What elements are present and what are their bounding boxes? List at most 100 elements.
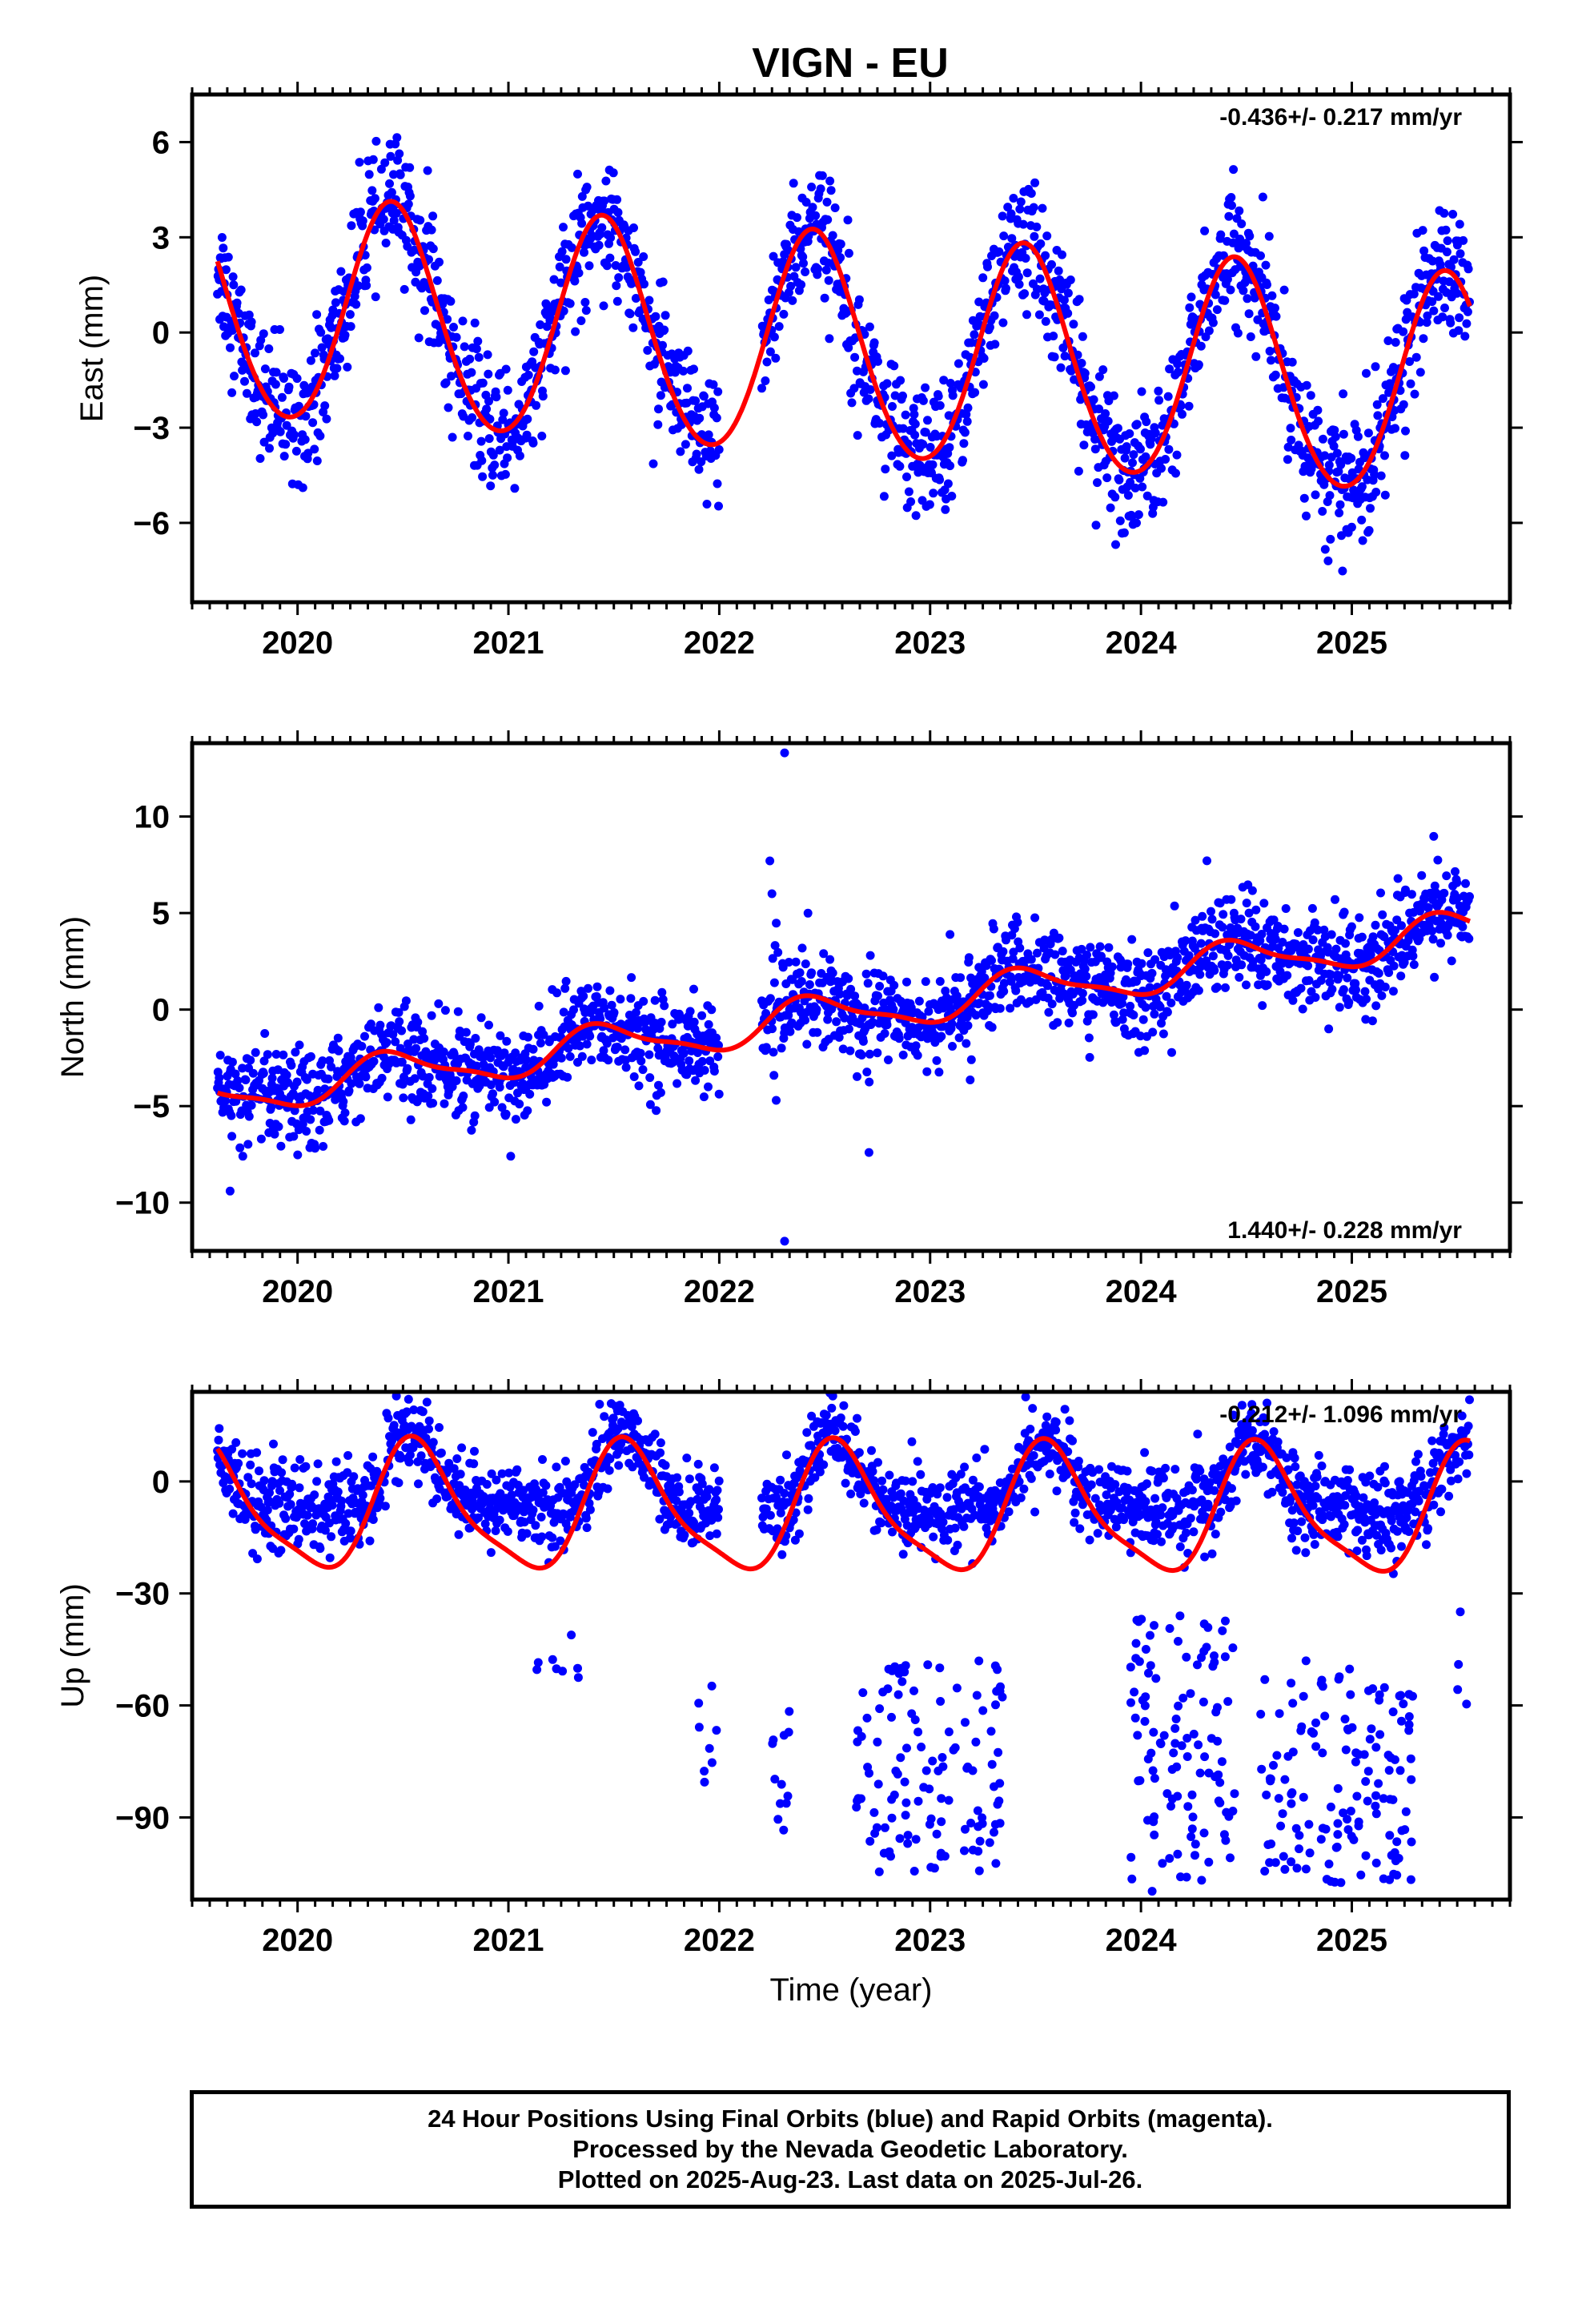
east-data-point <box>223 252 233 262</box>
north-model-curve <box>216 910 1472 1108</box>
up-data-point <box>548 1533 557 1542</box>
east-data-point <box>1066 275 1075 284</box>
east-data-point <box>1380 490 1390 500</box>
north-data-point <box>626 994 636 1003</box>
north-data-point <box>913 1051 922 1060</box>
north-data-point <box>274 1122 283 1132</box>
east-data-point <box>898 391 907 400</box>
east-data-point <box>1000 276 1010 286</box>
east-data-point <box>477 456 487 465</box>
east-data-point <box>644 296 654 305</box>
east-data-point <box>1318 507 1327 516</box>
east-data-point <box>1134 510 1143 520</box>
up-data-point <box>777 1550 787 1559</box>
up-data-point <box>492 1475 501 1485</box>
east-data-point <box>614 273 624 283</box>
north-data-point <box>569 1005 578 1015</box>
north-data-point <box>971 1011 981 1020</box>
east-data-point <box>244 310 254 320</box>
up-data-point <box>470 1446 479 1456</box>
east-data-point <box>364 170 374 179</box>
up-data-point <box>765 1510 775 1520</box>
east-data-point <box>689 364 698 374</box>
east-data-point <box>601 176 611 186</box>
east-data-point <box>929 489 938 498</box>
east-data-point <box>793 213 801 223</box>
north-data-point <box>270 1129 279 1139</box>
up-data-point <box>325 1553 335 1562</box>
up-data-point <box>277 1468 287 1478</box>
east-data-point <box>335 354 344 364</box>
east-y-tick-label: 3 <box>152 220 170 255</box>
east-data-point <box>1111 540 1120 549</box>
east-data-point <box>683 384 692 393</box>
north-data-point <box>1104 943 1114 952</box>
north-data-point <box>366 1019 375 1029</box>
east-data-point <box>501 364 511 374</box>
north-data-point <box>1262 967 1271 976</box>
up-data-point <box>815 1467 825 1477</box>
east-data-point <box>1456 249 1465 259</box>
north-x-tick-label: 2021 <box>473 1274 544 1309</box>
east-data-point <box>1142 491 1152 501</box>
east-data-point <box>1372 400 1382 409</box>
east-data-point <box>498 415 508 424</box>
east-data-point <box>1165 364 1174 374</box>
east-data-point <box>990 340 1000 349</box>
up-data-point <box>275 1486 284 1495</box>
east-data-point <box>488 450 498 460</box>
north-data-point <box>1288 995 1298 1005</box>
north-data-point <box>889 980 899 990</box>
north-data-point <box>536 1039 545 1047</box>
north-data-point <box>410 1074 420 1084</box>
up-data-point <box>456 1470 465 1479</box>
north-data-point <box>1442 871 1452 881</box>
north-data-point <box>1430 972 1439 982</box>
up-data-point <box>827 1403 837 1413</box>
north-data-point <box>472 1061 481 1071</box>
north-data-point <box>1371 1001 1381 1011</box>
east-data-point <box>1363 428 1373 438</box>
north-data-point <box>1423 903 1433 912</box>
up-data-point <box>588 1428 597 1437</box>
east-data-point <box>850 352 860 362</box>
north-data-point <box>403 1063 412 1073</box>
north-x-tick-label: 2023 <box>894 1274 966 1309</box>
east-data-point <box>1311 490 1320 500</box>
east-data-point <box>226 343 235 352</box>
east-data-point <box>1090 444 1100 454</box>
north-data-point <box>1283 971 1292 980</box>
north-data-point <box>1427 927 1437 935</box>
east-data-point <box>331 298 340 308</box>
north-data-point <box>1465 892 1474 901</box>
east-data-point <box>1119 528 1129 537</box>
north-data-point <box>600 1003 609 1013</box>
north-data-point <box>602 1039 612 1048</box>
north-data-point <box>1208 951 1218 961</box>
north-data-point <box>699 1092 709 1102</box>
north-data-point <box>344 1086 354 1096</box>
east-data-point <box>948 391 958 400</box>
north-data-point <box>247 1100 256 1110</box>
up-data-point <box>435 1423 444 1432</box>
north-data-point <box>673 1079 682 1088</box>
north-data-point <box>650 995 660 1005</box>
east-data-point <box>370 194 379 203</box>
up-data-point <box>275 1498 284 1508</box>
north-data-point <box>761 1043 771 1052</box>
east-data-point <box>340 330 350 340</box>
east-data-point <box>830 203 840 212</box>
north-data-point <box>844 974 853 983</box>
east-data-point <box>415 261 424 271</box>
north-data-point <box>1195 970 1205 979</box>
north-data-point <box>484 1103 494 1112</box>
east-data-point <box>380 158 390 167</box>
north-data-point <box>768 954 777 963</box>
east-data-point <box>1440 304 1449 312</box>
north-data-point <box>235 1143 245 1152</box>
east-data-point <box>1091 521 1101 530</box>
up-data-point <box>656 1438 665 1448</box>
east-data-point <box>410 245 419 255</box>
north-data-point <box>631 1007 640 1017</box>
north-data-point <box>797 943 807 953</box>
